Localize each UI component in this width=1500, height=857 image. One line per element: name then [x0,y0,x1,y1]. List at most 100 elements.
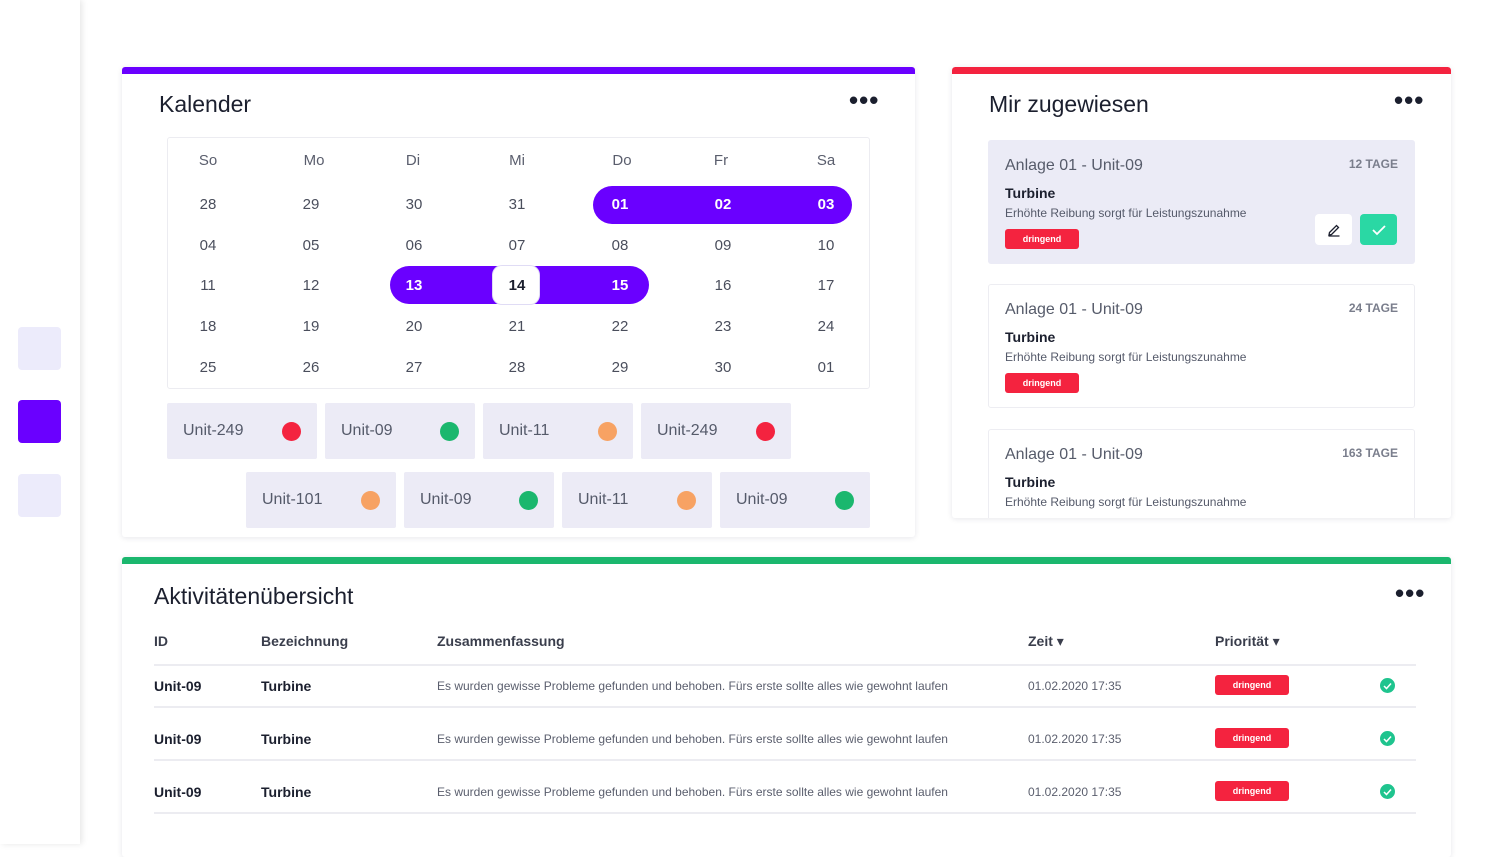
calendar-day[interactable]: 15 [611,277,629,294]
sidebar-item-3[interactable] [18,474,61,517]
calendar-day[interactable]: 10 [817,237,835,254]
unit-chip[interactable]: Unit-09 [404,472,554,528]
sidebar-item-1[interactable] [18,327,61,370]
calendar-day[interactable]: 05 [302,237,320,254]
calendar-day[interactable]: 28 [199,196,217,213]
column-header-summary[interactable]: Zusammenfassung [437,633,565,649]
calendar-day[interactable]: 22 [611,318,629,335]
calendar-day[interactable]: 16 [714,277,732,294]
task-title: Anlage 01 - Unit-09 [1005,157,1143,174]
calendar-day[interactable]: 21 [508,318,526,335]
cell-summary: Es wurden gewisse Probleme gefunden und … [437,679,948,693]
done-check-icon[interactable] [1380,678,1395,693]
task-name: Turbine [1005,329,1056,345]
edit-button[interactable] [1315,214,1352,245]
calendar-day[interactable]: 29 [611,359,629,376]
column-header-id[interactable]: ID [154,633,168,649]
calendar-day[interactable]: 27 [405,359,423,376]
weekday-header: So [198,152,218,169]
calendar-day[interactable]: 13 [405,277,423,294]
priority-badge: dringend [1005,229,1079,249]
check-icon [1371,224,1386,235]
confirm-button[interactable] [1360,214,1397,245]
calendar-day[interactable]: 06 [405,237,423,254]
cell-name: Turbine [261,784,312,800]
cell-time: 01.02.2020 17:35 [1028,679,1122,693]
unit-chip[interactable]: Unit-101 [246,472,396,528]
column-header-name[interactable]: Bezeichnung [261,633,349,649]
task-name: Turbine [1005,474,1056,490]
unit-label: Unit-11 [578,491,629,508]
calendar-day[interactable]: 20 [405,318,423,335]
pencil-icon [1327,224,1339,237]
cell-id: Unit-09 [154,731,202,747]
table-divider [154,706,1416,708]
calendar-day[interactable]: 02 [714,196,732,213]
task-card[interactable]: Anlage 01 - Unit-09 24 TAGE Turbine Erhö… [988,284,1415,408]
weekday-header: Di [405,152,421,169]
calendar-day[interactable]: 03 [817,196,835,213]
assigned-title: Mir zugewiesen [989,91,1149,117]
status-dot-icon [756,422,775,441]
unit-chip[interactable]: Unit-09 [325,403,475,459]
calendar-day[interactable]: 12 [302,277,320,294]
task-card[interactable]: Anlage 01 - Unit-09 12 TAGE Turbine Erhö… [988,140,1415,264]
calendar-day[interactable]: 29 [302,196,320,213]
status-dot-icon [835,491,854,510]
calendar-day[interactable]: 11 [200,277,216,294]
calendar-day[interactable]: 28 [508,359,526,376]
unit-chip[interactable]: Unit-09 [720,472,870,528]
priority-badge: dringend [1215,781,1289,801]
calendar-day[interactable]: 09 [714,237,732,254]
status-dot-icon [440,422,459,441]
calendar-day[interactable]: 19 [302,318,320,335]
calendar-day[interactable]: 24 [817,318,835,335]
task-title: Anlage 01 - Unit-09 [1005,301,1143,318]
activity-card: Aktivitätenübersicht ••• ID Bezeichnung … [122,557,1451,857]
status-dot-icon [598,422,617,441]
unit-label: Unit-11 [499,422,550,439]
done-check-icon[interactable] [1380,731,1395,746]
task-days: 163 TAGE [1342,446,1398,460]
unit-chip[interactable]: Unit-11 [562,472,712,528]
column-header-priority[interactable]: Priorität ▾ [1215,633,1280,649]
calendar-day[interactable]: 08 [611,237,629,254]
done-check-icon[interactable] [1380,784,1395,799]
column-header-time[interactable]: Zeit ▾ [1028,633,1064,649]
calendar-menu-icon[interactable]: ••• [849,85,880,115]
unit-label: Unit-249 [183,422,244,439]
cell-summary: Es wurden gewisse Probleme gefunden und … [437,785,948,799]
unit-label: Unit-09 [420,491,472,508]
calendar-day[interactable]: 30 [405,196,423,213]
calendar-day[interactable]: 07 [508,237,526,254]
calendar-day[interactable]: 14 [508,277,526,294]
table-divider [154,759,1416,761]
calendar-accent-bar [122,67,915,74]
sidebar-item-2-active[interactable] [18,400,61,443]
today-marker [493,266,539,304]
activity-title: Aktivitätenübersicht [154,583,354,609]
unit-chip[interactable]: Unit-249 [641,403,791,459]
task-card[interactable]: Anlage 01 - Unit-09 163 TAGE Turbine Erh… [988,429,1415,518]
assigned-menu-icon[interactable]: ••• [1394,85,1425,115]
calendar-day[interactable]: 01 [611,196,629,213]
calendar-day[interactable]: 04 [199,237,217,254]
calendar-day[interactable]: 01 [817,359,835,376]
activity-menu-icon[interactable]: ••• [1395,578,1426,608]
task-name: Turbine [1005,185,1056,201]
weekday-header: Fr [713,152,729,169]
task-days: 24 TAGE [1348,301,1398,315]
calendar-day[interactable]: 23 [714,318,732,335]
table-divider [154,812,1416,814]
unit-chip[interactable]: Unit-249 [167,403,317,459]
calendar-day[interactable]: 30 [714,359,732,376]
calendar-day[interactable]: 26 [302,359,320,376]
activity-accent-bar [122,557,1451,564]
calendar-day[interactable]: 18 [199,318,217,335]
unit-chip[interactable]: Unit-11 [483,403,633,459]
weekday-header: Mi [509,152,525,169]
calendar-day[interactable]: 31 [508,196,526,213]
selected-range-week1 [593,186,852,224]
calendar-day[interactable]: 25 [199,359,217,376]
calendar-day[interactable]: 17 [817,277,835,294]
